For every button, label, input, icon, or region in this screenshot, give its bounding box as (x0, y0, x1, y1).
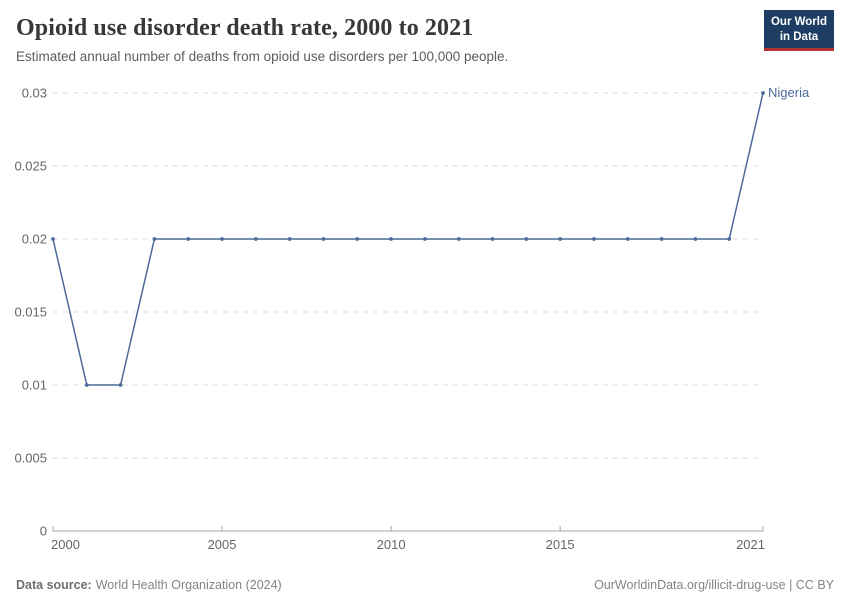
data-point (51, 237, 55, 241)
data-point (456, 237, 461, 241)
data-point (287, 237, 292, 241)
data-point (524, 237, 529, 241)
page-title: Opioid use disorder death rate, 2000 to … (16, 15, 474, 41)
data-point (84, 383, 89, 387)
data-point (558, 237, 563, 241)
data-point (152, 237, 157, 241)
y-tick-label: 0 (40, 524, 47, 539)
data-point (625, 237, 630, 241)
trend-line (52, 92, 764, 386)
data-point (118, 383, 123, 387)
x-tick-label: 2010 (377, 537, 406, 552)
data-point (693, 237, 698, 241)
y-tick-label: 0.02 (22, 232, 47, 247)
logo-line-2: in Data (779, 30, 819, 43)
chart-header: Opioid use disorder death rate, 2000 to … (0, 0, 850, 65)
x-tick-label: 2021 (736, 537, 765, 552)
data-point (321, 237, 326, 241)
owid-logo: Our World in Data (764, 10, 834, 52)
data-source-label: Data source: (16, 578, 92, 592)
y-tick-label: 0.01 (22, 378, 47, 393)
data-point (186, 237, 191, 241)
data-point (761, 91, 765, 95)
data-point (727, 237, 732, 241)
x-tick-label: 2005 (208, 537, 237, 552)
y-tick-label: 0.015 (14, 305, 47, 320)
data-point (355, 237, 360, 241)
x-tick-label: 2015 (546, 537, 575, 552)
y-tick-label: 0.005 (14, 451, 47, 466)
data-point (423, 237, 427, 241)
data-source-text: World Health Organization (2024) (95, 578, 282, 592)
data-point (220, 237, 224, 241)
x-tick-label: 2000 (51, 537, 80, 552)
entity-label[interactable]: Nigeria (768, 85, 810, 100)
data-point (389, 237, 393, 241)
data-point (253, 237, 258, 241)
logo-line-1: Our World (770, 16, 827, 28)
chart-subtitle: Estimated annual number of deaths from o… (16, 48, 509, 64)
y-tick-label: 0.025 (14, 159, 47, 174)
data-point (659, 237, 664, 241)
y-tick-label: 0.03 (22, 86, 47, 101)
data-point (490, 237, 495, 241)
footer-link[interactable]: OurWorldinData.org/illicit-drug-use | CC… (594, 578, 834, 592)
data-source: Data source: World Health Organization (2… (16, 578, 282, 592)
chart-footer: Data source: World Health Organization (2… (0, 578, 850, 592)
data-point (592, 237, 596, 241)
